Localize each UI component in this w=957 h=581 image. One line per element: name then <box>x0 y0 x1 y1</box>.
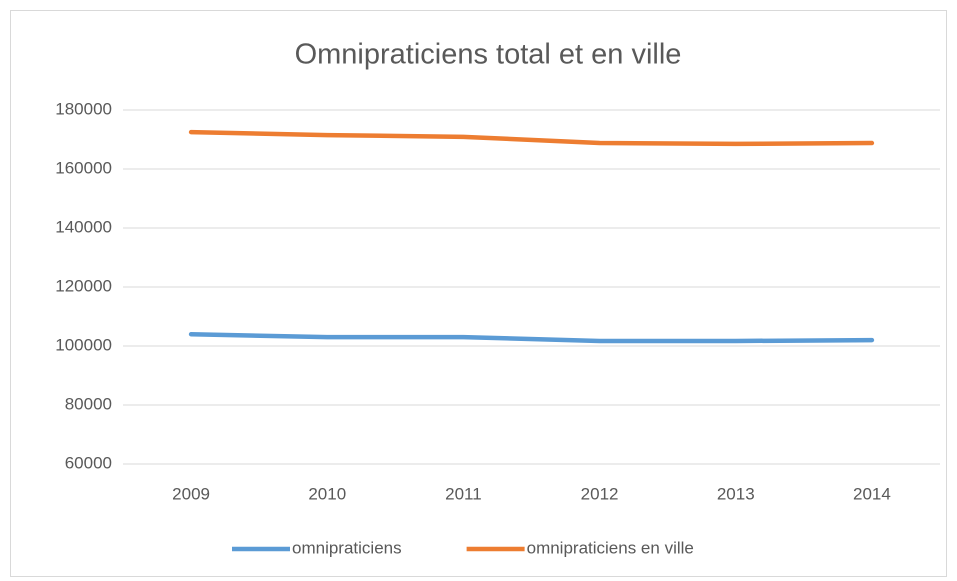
x-tick-label: 2009 <box>172 484 210 503</box>
x-tick-label: 2014 <box>853 484 891 503</box>
y-tick-label: 160000 <box>55 158 112 177</box>
y-tick-label: 140000 <box>55 217 112 236</box>
series-line <box>188 129 875 147</box>
series-line <box>188 331 875 344</box>
x-tick-label: 2013 <box>717 484 755 503</box>
chart-border <box>10 10 947 577</box>
x-tick-label: 2012 <box>581 484 619 503</box>
y-tick-label: 180000 <box>55 99 112 118</box>
y-tick-label: 100000 <box>55 335 112 354</box>
legend-label: omnipraticiens <box>292 538 402 557</box>
y-tick-label: 80000 <box>65 394 112 413</box>
y-tick-label: 60000 <box>65 453 112 472</box>
x-tick-label: 2011 <box>445 484 482 503</box>
y-tick-label: 120000 <box>55 276 112 295</box>
legend-label: omnipraticiens en ville <box>527 538 694 557</box>
x-tick-label: 2010 <box>308 484 346 503</box>
chart-title: Omnipraticiens total et en ville <box>295 39 682 71</box>
